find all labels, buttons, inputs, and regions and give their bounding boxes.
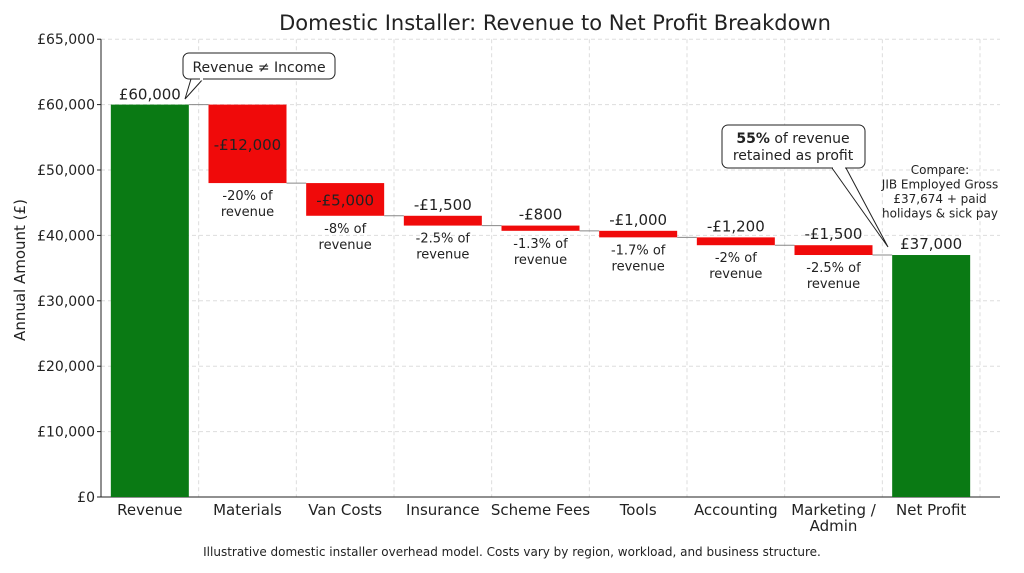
x-tick-label: Revenue <box>117 501 182 519</box>
y-tick-label: £60,000 <box>37 98 95 114</box>
y-tick-label: £30,000 <box>37 294 95 310</box>
x-tick-label: Net Profit <box>896 501 966 519</box>
pct-label: revenue <box>319 238 372 253</box>
x-tick-label: Tools <box>619 501 657 519</box>
bar-marketing-admin <box>794 245 873 256</box>
bar-net-profit <box>892 255 971 497</box>
pct-label: revenue <box>807 277 860 292</box>
y-tick-label: £40,000 <box>37 228 95 244</box>
value-label: -£1,500 <box>805 225 863 243</box>
x-tick-label: Van Costs <box>308 501 382 519</box>
bar-accounting <box>696 237 775 246</box>
bar-revenue <box>110 104 189 497</box>
bar-van-costs <box>306 183 385 216</box>
value-label: £60,000 <box>119 86 181 104</box>
profit-callout-rest: of revenue <box>770 131 850 147</box>
callout-pointer <box>831 167 889 248</box>
bar-scheme-fees <box>501 225 580 231</box>
value-label: -£1,500 <box>414 196 472 214</box>
pct-label: revenue <box>416 248 469 263</box>
value-label: -£1,000 <box>609 211 667 229</box>
bar-insurance <box>403 215 482 226</box>
profit-callout-box <box>721 124 866 169</box>
pct-label: -2.5% of <box>806 261 861 276</box>
pct-label: -1.3% of <box>513 237 568 252</box>
compare-note: £37,674 + paid <box>893 192 986 206</box>
callout-pointer <box>184 78 204 100</box>
y-tick-label: £0 <box>77 490 95 506</box>
profit-callout-line1: 55% of revenue <box>736 131 849 147</box>
pct-label: -2.5% of <box>416 232 471 247</box>
x-tick-label: Insurance <box>406 501 480 519</box>
pct-label: -20% of <box>222 189 273 204</box>
profit-callout-line2: retained as profit <box>733 148 854 164</box>
pct-label: -1.7% of <box>611 243 666 258</box>
value-label: -£1,200 <box>707 217 765 235</box>
compare-note: JIB Employed Gross <box>881 178 998 192</box>
pct-label: revenue <box>709 267 762 282</box>
pct-label: -2% of <box>715 251 757 266</box>
x-tick-label: Scheme Fees <box>491 501 590 519</box>
chart-title: Domestic Installer: Revenue to Net Profi… <box>279 11 831 35</box>
x-tick-label: Marketing / <box>791 501 877 519</box>
footnote: Illustrative domestic installer overhead… <box>203 545 821 559</box>
x-tick-label: Admin <box>810 517 858 535</box>
y-tick-label: £20,000 <box>37 359 95 375</box>
y-tick-label: £10,000 <box>37 425 95 441</box>
y-tick-label: £65,000 <box>37 32 95 48</box>
compare-note: Compare: <box>911 163 969 177</box>
y-axis-label: Annual Amount (£) <box>11 199 29 341</box>
pct-label: revenue <box>221 205 274 220</box>
value-label: £37,000 <box>900 235 962 253</box>
pct-label: -8% of <box>324 222 366 237</box>
profit-callout-bold: 55% <box>736 131 770 147</box>
x-tick-label: Materials <box>213 501 282 519</box>
revenue-callout-text: Revenue ≠ Income <box>192 60 325 76</box>
bar-tools <box>599 230 678 238</box>
value-label: -£12,000 <box>214 136 281 154</box>
bar-materials <box>208 104 287 184</box>
value-label: -£800 <box>519 206 563 224</box>
revenue-callout-box <box>182 52 336 80</box>
pct-label: revenue <box>612 259 665 274</box>
value-label: -£5,000 <box>316 191 374 209</box>
pct-label: revenue <box>514 253 567 268</box>
compare-note: holidays & sick pay <box>882 207 998 221</box>
y-tick-label: £50,000 <box>37 163 95 179</box>
x-tick-label: Accounting <box>694 501 778 519</box>
